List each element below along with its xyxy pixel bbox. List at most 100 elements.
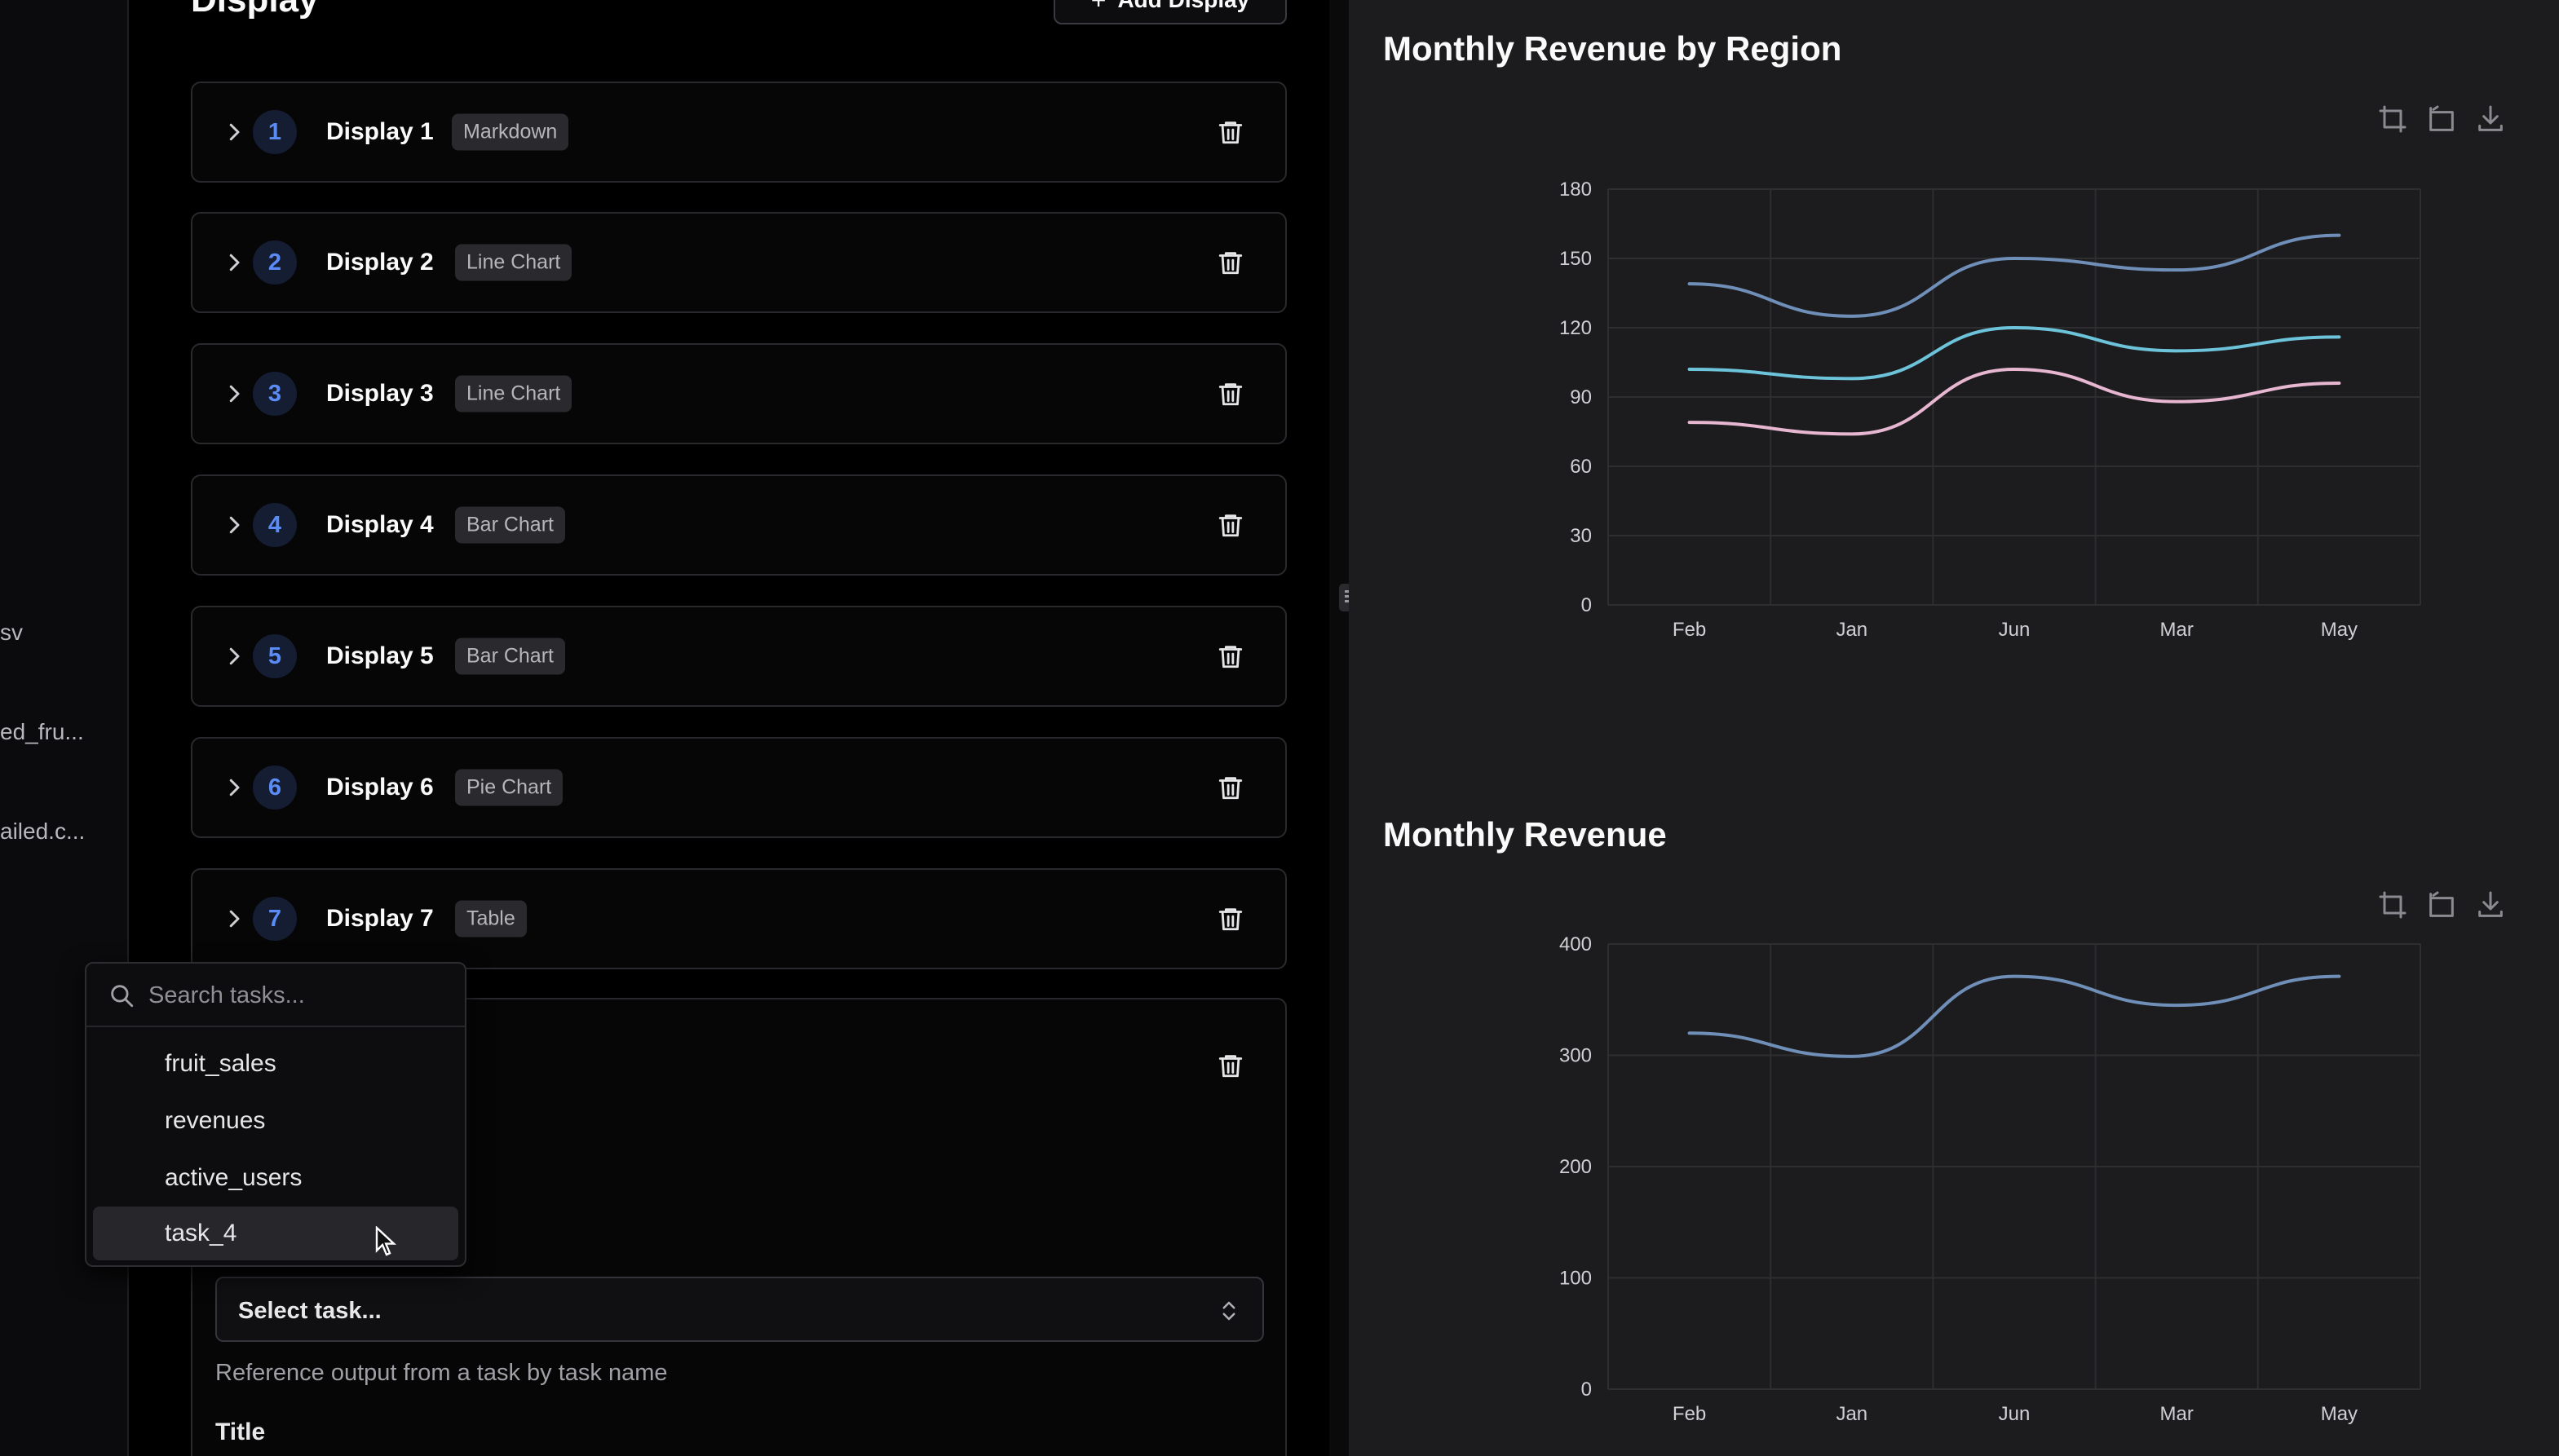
display-card[interactable]: 3 Display 3 Line Chart <box>191 343 1287 444</box>
panel-divider <box>1329 0 1349 1456</box>
x-tick-label: Feb <box>1673 1403 1706 1425</box>
chart-panel: Monthly Revenue 0 100 200 300 400 Feb Jan Jun Ma… <box>1349 815 2559 1456</box>
y-tick-label: 0 <box>1581 1379 1592 1401</box>
x-tick-label: Jun <box>1999 619 2031 641</box>
display-name: Display 7 <box>326 905 434 932</box>
task-option-task-4[interactable]: task_4 <box>93 1207 458 1260</box>
display-type-tag: Line Chart <box>455 375 572 413</box>
x-tick-label: Feb <box>1673 619 1706 641</box>
display-card[interactable]: 6 Display 6 Pie Chart <box>191 737 1287 838</box>
trash-icon[interactable] <box>1217 118 1244 146</box>
display-card[interactable]: 4 Display 4 Bar Chart <box>191 474 1287 576</box>
display-type-tag: Line Chart <box>455 244 572 281</box>
task-option-revenues[interactable]: revenues <box>93 1094 458 1148</box>
x-tick-label: Jan <box>1836 1403 1867 1425</box>
select-task-value: Select task... <box>238 1298 382 1324</box>
y-tick-label: 0 <box>1581 594 1592 616</box>
trash-icon[interactable] <box>1217 511 1244 539</box>
chevron-right-icon[interactable] <box>222 775 246 800</box>
trash-icon[interactable] <box>1217 774 1244 801</box>
display-name: Display 6 <box>326 774 434 801</box>
zoom-area-icon[interactable] <box>2376 889 2409 921</box>
chevron-right-icon[interactable] <box>222 120 246 144</box>
plus-icon: + <box>1091 0 1107 15</box>
search-icon <box>111 985 134 1008</box>
display-number-badge: 2 <box>253 240 297 285</box>
display-number-badge: 1 <box>253 110 297 154</box>
file-sidebar: sv ed_fru... ailed.c... <box>0 0 129 1456</box>
task-option-label: fruit_sales <box>165 1050 276 1077</box>
chevron-right-icon[interactable] <box>222 382 246 406</box>
display-number-badge: 7 <box>253 897 297 941</box>
task-dropdown-menu: fruit_sales revenues active_users task_4 <box>85 962 466 1267</box>
display-type-tag: Table <box>455 900 527 938</box>
file-item[interactable]: sv <box>0 620 23 645</box>
chevron-right-icon[interactable] <box>222 644 246 668</box>
chart-toolbar <box>2376 103 2507 135</box>
series-line <box>1687 325 2341 381</box>
page-title: Display <box>191 0 319 20</box>
display-number-badge: 3 <box>253 372 297 416</box>
display-card[interactable]: 7 Display 7 Table <box>191 868 1287 969</box>
chevron-right-icon[interactable] <box>222 907 246 931</box>
x-tick-label: Mar <box>2160 1403 2194 1425</box>
zoom-reset-icon[interactable] <box>2425 889 2458 921</box>
display-name: Display 5 <box>326 642 434 669</box>
chevron-right-icon[interactable] <box>222 250 246 275</box>
y-tick-label: 180 <box>1559 179 1592 201</box>
title-field-label: Title <box>215 1418 266 1445</box>
download-icon[interactable] <box>2474 889 2507 921</box>
x-tick-label: Jan <box>1836 619 1867 641</box>
chart-title: Monthly Revenue by Region <box>1383 29 1842 68</box>
chevron-right-icon[interactable] <box>222 513 246 537</box>
display-name: Display 1 <box>326 118 434 145</box>
display-card[interactable]: 5 Display 5 Bar Chart <box>191 606 1287 707</box>
file-item[interactable]: ed_fru... <box>0 719 84 744</box>
y-tick-label: 90 <box>1570 386 1592 408</box>
display-type-tag: Bar Chart <box>455 506 565 544</box>
display-number-badge: 6 <box>253 766 297 810</box>
trash-icon[interactable] <box>1217 380 1244 408</box>
y-tick-label: 400 <box>1559 933 1592 955</box>
select-task-dropdown[interactable]: Select task... <box>215 1277 1264 1342</box>
display-number-badge: 5 <box>253 634 297 678</box>
x-tick-label: May <box>2321 619 2358 641</box>
trash-icon[interactable] <box>1217 642 1244 670</box>
add-display-button[interactable]: + Add Display <box>1054 0 1287 24</box>
display-type-tag: Markdown <box>452 113 569 151</box>
task-search-input[interactable] <box>148 977 450 1014</box>
chart-toolbar <box>2376 889 2507 921</box>
trash-icon[interactable] <box>1217 905 1244 933</box>
task-option-label: task_4 <box>165 1220 237 1246</box>
display-number-badge: 4 <box>253 503 297 547</box>
series-line <box>1687 974 2341 1058</box>
add-display-label: Add Display <box>1117 0 1249 13</box>
trash-icon[interactable] <box>1217 1052 1244 1079</box>
display-name: Display 2 <box>326 249 434 276</box>
file-item[interactable]: ailed.c... <box>0 818 86 844</box>
download-icon[interactable] <box>2474 103 2507 135</box>
trash-icon[interactable] <box>1217 249 1244 276</box>
task-option-active-users[interactable]: active_users <box>93 1151 458 1205</box>
y-tick-label: 150 <box>1559 248 1592 270</box>
display-card[interactable]: 2 Display 2 Line Chart <box>191 212 1287 313</box>
display-type-tag: Bar Chart <box>455 638 565 675</box>
y-tick-label: 30 <box>1570 525 1592 547</box>
display-card[interactable]: 1 Display 1 Markdown <box>191 82 1287 183</box>
select-task-helper-text: Reference output from a task by task nam… <box>215 1360 668 1386</box>
task-option-fruit-sales[interactable]: fruit_sales <box>93 1037 458 1091</box>
preview-panel: Monthly Revenue by Region 0 30 60 90 120 150 1… <box>1349 0 2559 1456</box>
x-tick-label: Jun <box>1999 1403 2031 1425</box>
series-line <box>1687 367 2341 436</box>
mouse-cursor-icon <box>375 1226 396 1256</box>
y-tick-label: 120 <box>1559 317 1592 339</box>
display-type-tag: Pie Chart <box>455 769 564 806</box>
line-chart: 0 100 200 300 400 Feb Jan Jun Mar May <box>1559 933 2421 1425</box>
y-tick-label: 200 <box>1559 1156 1592 1178</box>
zoom-reset-icon[interactable] <box>2425 103 2458 135</box>
task-search <box>86 964 465 1027</box>
line-chart: 0 30 60 90 120 150 180 Feb Jan Jun Mar May <box>1559 179 2421 641</box>
series-line <box>1687 233 2341 318</box>
zoom-area-icon[interactable] <box>2376 103 2409 135</box>
